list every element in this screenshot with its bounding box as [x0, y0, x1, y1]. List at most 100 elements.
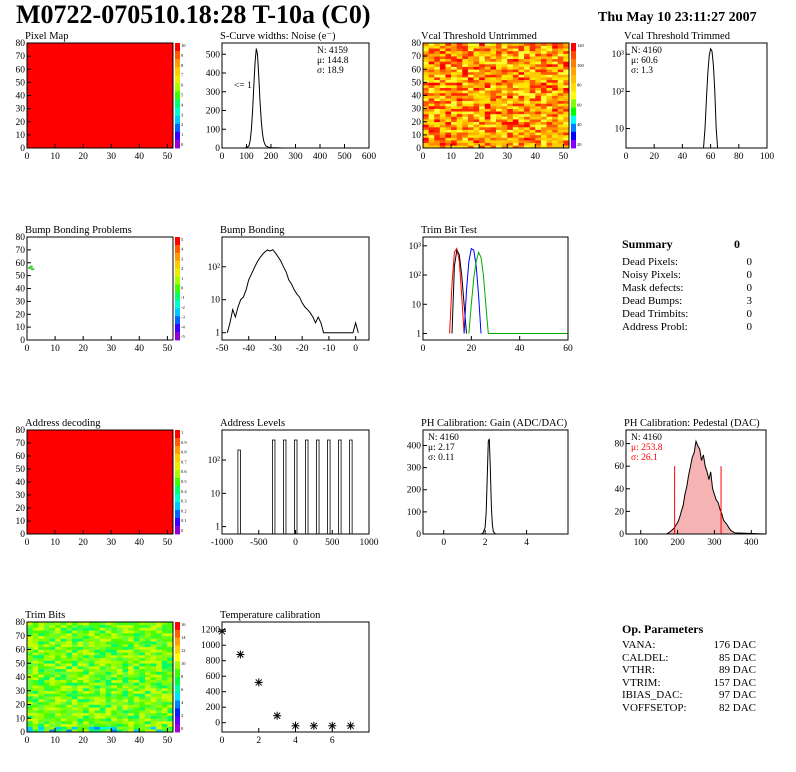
- heatmap-cell: [43, 646, 50, 650]
- heatmap-cell: [94, 644, 101, 648]
- color-bar-step: [175, 308, 180, 317]
- heatmap-cell: [88, 721, 95, 725]
- chart-title: Bump Bonding: [220, 225, 285, 236]
- color-bar-label: 0.3: [181, 499, 187, 504]
- heatmap-cell: [479, 140, 486, 144]
- heatmap-cell: [507, 43, 514, 46]
- heatmap-cell: [540, 48, 547, 52]
- heatmap-cell: [451, 100, 457, 104]
- heatmap-cell: [43, 718, 50, 722]
- heatmap-cell: [501, 124, 508, 128]
- heatmap-cell: [462, 48, 469, 52]
- color-bar-step: [175, 99, 180, 109]
- heatmap-cell: [428, 64, 435, 67]
- heatmap-cell: [484, 116, 491, 120]
- op-param-row: VANA: 176 DAC: [622, 639, 756, 652]
- heatmap-cell: [496, 108, 502, 112]
- summary-label: Dead Pixels:: [622, 256, 678, 268]
- heatmap-cell: [445, 82, 452, 86]
- y-tick-label: 70: [16, 52, 26, 62]
- heatmap-cell: [71, 712, 78, 716]
- heatmap-cell: [557, 145, 564, 149]
- x-tick-label: 2: [256, 736, 261, 746]
- x-tick-label: 0: [25, 344, 30, 354]
- y-tick-label: 800: [206, 657, 221, 667]
- heatmap-cell: [116, 696, 123, 700]
- heatmap-cell: [100, 663, 106, 667]
- op-param-value: 97 DAC: [719, 689, 756, 701]
- heatmap-cell: [518, 85, 525, 88]
- heatmap-cell: [156, 729, 163, 733]
- heatmap-cell: [49, 627, 56, 631]
- heatmap-cell: [546, 127, 553, 130]
- heatmap-cell: [524, 121, 530, 125]
- op-param-label: VTHR:: [622, 664, 655, 676]
- heatmap-cell: [55, 712, 61, 716]
- heatmap-cell: [116, 646, 123, 650]
- heatmap-cell: [161, 655, 168, 659]
- heatmap-cell: [451, 79, 457, 83]
- heatmap-cell: [496, 137, 502, 141]
- color-bar-step: [175, 438, 180, 447]
- heatmap-cell: [32, 627, 39, 631]
- heatmap-cell: [524, 134, 530, 138]
- heatmap-cell: [43, 638, 50, 642]
- heatmap-cell: [94, 718, 101, 722]
- heatmap-cell: [563, 64, 570, 67]
- heatmap-cell: [557, 106, 564, 109]
- heatmap-cell: [439, 45, 446, 49]
- y-tick-label: 10³: [409, 242, 422, 252]
- heatmap-cell: [529, 71, 536, 75]
- address-level-spike: [272, 439, 276, 535]
- heatmap-cell: [83, 635, 90, 639]
- heatmap-cell: [32, 630, 39, 634]
- heatmap-cell: [456, 82, 463, 86]
- heatmap-cell: [83, 671, 90, 675]
- y-tick-label: 100: [206, 125, 221, 135]
- heatmap-cell: [38, 668, 45, 672]
- heatmap-cell: [100, 644, 106, 648]
- heatmap-cell: [563, 119, 570, 123]
- heatmap-cell: [445, 145, 452, 149]
- heatmap-cell: [484, 77, 491, 81]
- heatmap-cell: [167, 633, 174, 637]
- heatmap-cell: [100, 660, 106, 664]
- heatmap-cell: [60, 627, 67, 631]
- heatmap-cell: [122, 729, 129, 733]
- heatmap-cell: [83, 644, 90, 648]
- heatmap-cell: [552, 90, 559, 94]
- heatmap-cell: [116, 663, 123, 667]
- heatmap-cell: [540, 45, 547, 49]
- heatmap-cell: [462, 140, 469, 144]
- heatmap-cell: [105, 627, 112, 631]
- heatmap-cell: [144, 688, 151, 692]
- heatmap-cell: [60, 668, 67, 672]
- heatmap-cell: [535, 145, 542, 149]
- heatmap-cell: [128, 685, 134, 689]
- heatmap-cell: [473, 129, 480, 133]
- heatmap-cell: [496, 53, 502, 57]
- heatmap-cell: [552, 92, 559, 96]
- heatmap-cell: [88, 668, 95, 672]
- heatmap-cell: [144, 644, 151, 648]
- heatmap-cell: [150, 638, 157, 642]
- heatmap-cell: [546, 108, 553, 112]
- chart-title: PH Calibration: Gain (ADC/DAC): [421, 418, 568, 429]
- heatmap-cell: [38, 685, 45, 689]
- heatmap-cell: [105, 622, 112, 626]
- heatmap-cell: [55, 693, 61, 697]
- y-tick-label: 100: [407, 508, 422, 518]
- heatmap-cell: [122, 668, 129, 672]
- temperature-point: [254, 678, 263, 687]
- heatmap-cell: [428, 85, 435, 88]
- heatmap-cell: [434, 66, 441, 70]
- heatmap-cell: [161, 679, 168, 683]
- heatmap-cell: [139, 682, 146, 686]
- heatmap-cell: [100, 638, 106, 642]
- heatmap-cell: [49, 649, 56, 653]
- heatmap-cell: [167, 674, 174, 678]
- heatmap-cell: [128, 644, 134, 648]
- heatmap-cell: [43, 660, 50, 664]
- heatmap-cell: [501, 85, 508, 88]
- heatmap-cell: [451, 127, 457, 130]
